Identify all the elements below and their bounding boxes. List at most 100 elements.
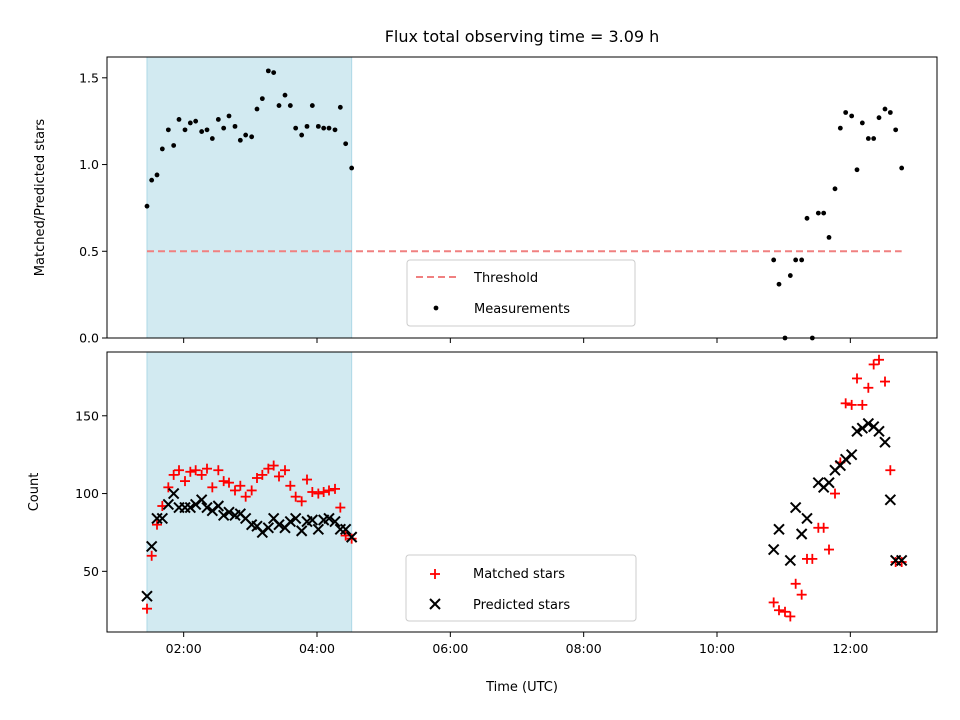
predicted-stars-series <box>141 417 908 602</box>
measurement-point <box>215 117 221 122</box>
predicted-star-point <box>345 531 358 543</box>
measurement-point <box>237 137 243 143</box>
x-tick-label: 02:00 <box>166 641 202 656</box>
y-tick-label: 0.5 <box>79 244 99 259</box>
predicted-star-point <box>273 518 285 531</box>
bottom-y-axis: 50 100 150 <box>75 408 107 579</box>
measurement-point <box>326 125 332 131</box>
predicted-star-point <box>784 554 797 567</box>
measurement-point <box>204 127 210 133</box>
matched-star-point <box>790 578 801 589</box>
measurement-point <box>309 103 315 108</box>
matched-star-point <box>840 398 851 409</box>
shaded-observing-window <box>147 57 352 338</box>
x-tick-label: 06:00 <box>432 641 468 656</box>
top-shaded-interval <box>146 57 353 338</box>
bottom-legend-box <box>405 554 637 622</box>
measurement-point <box>265 68 271 74</box>
predicted-star-point <box>323 512 335 525</box>
x-tick-label: 10:00 <box>699 641 735 656</box>
predicted-star-point <box>145 540 158 553</box>
measurement-point <box>849 113 855 119</box>
measurement-point <box>859 120 865 126</box>
predicted-star-point <box>184 501 197 514</box>
measurement-point <box>871 136 877 141</box>
matched-star-point <box>857 399 868 410</box>
predicted-star-point <box>845 448 858 461</box>
measurement-point <box>199 129 205 134</box>
measurement-point <box>271 70 277 76</box>
predicted-star-point <box>339 523 352 536</box>
measurement-point <box>165 127 171 133</box>
predicted-star-point <box>223 506 235 518</box>
matched-star-point <box>335 502 346 513</box>
matched-star-point <box>780 606 790 617</box>
matched-star-point <box>180 476 190 487</box>
measurement-point <box>332 127 338 133</box>
measurement-point <box>821 210 827 216</box>
matched-star-point <box>235 480 246 491</box>
measurement-point <box>154 172 160 178</box>
matched-star-point <box>302 474 312 485</box>
matched-star-point <box>185 466 196 477</box>
matched-star-point <box>240 491 251 502</box>
matched-star-point <box>207 482 218 493</box>
predicted-star-point <box>873 425 885 438</box>
measurement-point <box>299 132 305 138</box>
matched-star-point <box>196 469 207 480</box>
predicted-star-point <box>284 515 297 528</box>
x-tick-label: 12:00 <box>832 641 868 656</box>
top-panel: 0.0 0.5 1.0 1.5 Matched/Predicted stars Thr… <box>33 56 938 346</box>
measurement-point <box>176 117 182 122</box>
matched-star-point <box>774 605 784 616</box>
matched-star-point <box>268 460 279 471</box>
top-x-ticks <box>183 338 851 343</box>
matched-star-point <box>290 491 301 502</box>
chart-title: Flux total observing time = 3.09 h <box>385 27 660 46</box>
measurement-point <box>771 257 777 263</box>
top-legend: Threshold Measurements <box>406 259 636 327</box>
predicted-star-point <box>773 523 785 536</box>
measurement-point <box>826 234 832 240</box>
matched-star-point <box>224 477 234 488</box>
measurement-point <box>837 125 843 131</box>
matched-star-point <box>807 553 818 564</box>
measurement-point <box>249 134 255 140</box>
y-tick-label: 1.5 <box>79 70 99 85</box>
predicted-star-point <box>156 512 169 525</box>
measurement-point <box>282 92 288 98</box>
matched-star-point <box>280 465 290 476</box>
measurement-point <box>793 257 799 263</box>
predicted-star-point <box>329 515 341 528</box>
legend-x-marker <box>429 598 441 610</box>
predicted-star-point <box>289 512 302 525</box>
matched-star-point <box>174 465 184 476</box>
measurement-point <box>182 127 188 133</box>
predicted-star-point <box>262 522 275 534</box>
measurement-point <box>893 127 899 133</box>
measurement-point <box>144 203 150 209</box>
top-y-axis-label: Matched/Predicted stars <box>33 119 48 277</box>
measurement-point <box>149 177 155 183</box>
measurement-point <box>854 167 860 173</box>
predicted-star-point <box>167 487 180 500</box>
matched-star-point <box>230 485 240 496</box>
predicted-star-point <box>312 523 325 536</box>
x-tick-label: 04:00 <box>299 641 335 656</box>
predicted-star-point <box>295 525 308 537</box>
predicted-star-point <box>795 528 808 540</box>
legend-measurements-swatch <box>433 305 439 311</box>
measurement-point <box>349 165 355 171</box>
predicted-star-point <box>884 494 897 506</box>
matched-star-point <box>142 603 152 614</box>
matched-star-point <box>846 399 857 410</box>
matched-star-point <box>263 463 274 474</box>
measurement-point <box>232 123 238 129</box>
measurement-point <box>276 103 282 108</box>
matched-star-point <box>152 519 162 530</box>
matched-star-point <box>830 488 840 499</box>
measurement-point <box>865 136 871 141</box>
measurement-point <box>304 123 310 129</box>
x-axis-label: Time (UTC) <box>485 680 558 695</box>
y-tick-label: 150 <box>75 408 99 423</box>
